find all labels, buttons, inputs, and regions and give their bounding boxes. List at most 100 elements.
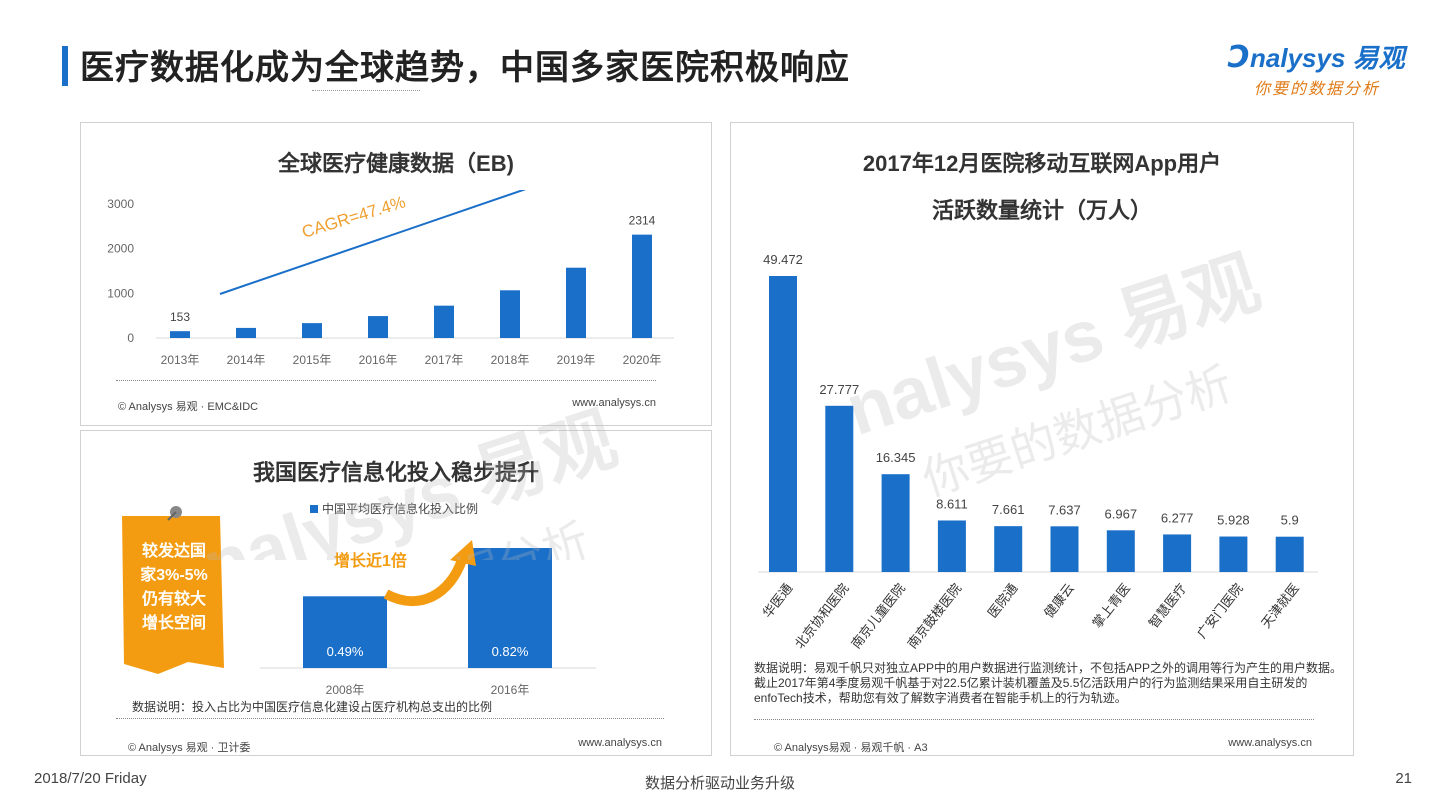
legend-label: 中国平均医疗信息化投入比例 bbox=[322, 502, 479, 516]
bar bbox=[1050, 526, 1079, 572]
y-tick-label: 2000 bbox=[107, 242, 134, 256]
x-tick-label: 掌上青医 bbox=[1089, 581, 1133, 631]
x-tick-label: 广安门医院 bbox=[1194, 581, 1246, 641]
bar bbox=[170, 331, 190, 338]
y-tick-label: 0 bbox=[127, 331, 134, 345]
chart1-svg: 0 1000 2000 3000 2013年 2014年 2015年 2016年 2017年 2… bbox=[107, 190, 674, 367]
growth-arrow-head bbox=[450, 540, 476, 566]
footer-date: 2018/7/20 Friday bbox=[34, 770, 147, 787]
bar bbox=[769, 276, 797, 572]
data-label: 49.472 bbox=[763, 252, 803, 267]
data-label: 16.345 bbox=[876, 450, 916, 465]
chart3-source: © Analysys易观 · 易观千帆 · A3 bbox=[774, 742, 928, 754]
chart1-source: © Analysys 易观 · EMC&IDC bbox=[118, 401, 259, 413]
chart2-title: 我国医疗信息化投入稳步提升 bbox=[252, 460, 539, 485]
sticker-line: 仍有较大 bbox=[141, 591, 206, 608]
chart3-title-line2: 活跃数量统计（万人） bbox=[931, 198, 1152, 223]
x-tick-label: 南京儿童医院 bbox=[848, 581, 908, 652]
chart3-note: 数据说明：易观千帆只对独立APP中的用户数据进行监测统计，不包括APP之外的调用… bbox=[754, 661, 1343, 705]
chart2-url: www.analysys.cn bbox=[578, 737, 662, 749]
bar bbox=[566, 267, 586, 338]
y-tick-label: 1000 bbox=[107, 286, 134, 300]
x-tick-label: 2019年 bbox=[557, 353, 596, 367]
x-tick-label: 2013年 bbox=[161, 353, 200, 367]
logo-main-text: nalysys 易观 bbox=[1250, 43, 1405, 73]
chart2-divider bbox=[116, 718, 664, 719]
chart2-source: © Analysys 易观 · 卫计委 bbox=[128, 742, 251, 754]
sticker-shape bbox=[122, 516, 224, 674]
x-tick-label: 2008年 bbox=[326, 683, 365, 697]
chart3-svg: 49.472 27.777 16.345 8.611 7.661 7.637 6.967 6.… bbox=[758, 252, 1318, 652]
growth-callout: 增长近1倍 bbox=[334, 551, 407, 570]
page-title: 医疗数据化成为全球趋势，中国多家医院积极响应 bbox=[80, 49, 850, 87]
bar bbox=[303, 596, 387, 668]
data-label: 27.777 bbox=[819, 382, 859, 397]
chart1-divider bbox=[116, 380, 656, 381]
bar bbox=[937, 520, 966, 572]
data-label: 6.277 bbox=[1161, 510, 1194, 525]
chart1-url: www.analysys.cn bbox=[572, 397, 656, 409]
logo-sub-text: 你要的数据分析 bbox=[1254, 81, 1381, 98]
footer-center: 数据分析驱动业务升级 bbox=[644, 775, 795, 792]
bar bbox=[302, 323, 322, 338]
y-tick-label: 3000 bbox=[107, 197, 134, 211]
bar bbox=[881, 474, 910, 572]
x-tick-label: 健康云 bbox=[1041, 581, 1077, 621]
bar bbox=[434, 305, 454, 338]
growth-arrow bbox=[383, 558, 467, 607]
legend-swatch bbox=[310, 505, 318, 513]
sticker-line: 家3%-5% bbox=[140, 567, 208, 584]
bar bbox=[1163, 534, 1192, 572]
data-label: 5.928 bbox=[1217, 513, 1250, 528]
bar bbox=[468, 548, 552, 668]
bar bbox=[236, 327, 256, 338]
data-label: 7.637 bbox=[1048, 502, 1081, 517]
chart2-legend: 中国平均医疗信息化投入比例 bbox=[310, 500, 478, 517]
sticker-line: 较发达国 bbox=[141, 543, 206, 560]
data-label: 7.661 bbox=[992, 502, 1025, 517]
sticker-text: 较发达国 家3%-5% 仍有较大 增长空间 bbox=[118, 540, 230, 636]
x-tick-label: 北京协和医院 bbox=[792, 581, 852, 652]
x-tick-label: 天津就医 bbox=[1258, 581, 1302, 631]
title-underline bbox=[312, 90, 420, 91]
bar bbox=[368, 316, 388, 338]
x-tick-label: 华医通 bbox=[760, 581, 796, 621]
data-label: 153 bbox=[170, 310, 190, 324]
x-tick-label: 智慧医疗 bbox=[1146, 581, 1190, 631]
data-label: 2314 bbox=[629, 214, 656, 228]
x-tick-label: 2015年 bbox=[293, 353, 332, 367]
bar bbox=[632, 234, 652, 338]
x-tick-label: 2018年 bbox=[491, 353, 530, 367]
x-tick-label: 2017年 bbox=[425, 353, 464, 367]
x-tick-label: 2014年 bbox=[227, 353, 266, 367]
analysys-logo: Ↄnalysys 易观 你要的数据分析 bbox=[1228, 38, 1408, 98]
data-label: 6.967 bbox=[1105, 506, 1138, 521]
bar bbox=[825, 405, 854, 572]
bar-value-label: 0.82% bbox=[492, 644, 529, 659]
chart2-note: 数据说明：投入占比为中国医疗信息化建设占医疗机构总支出的比例 bbox=[132, 700, 493, 714]
x-tick-label: 南京鼓楼医院 bbox=[904, 581, 964, 652]
bar-value-label: 0.49% bbox=[327, 644, 364, 659]
x-tick-label: 2016年 bbox=[359, 353, 398, 367]
title-accent-bar bbox=[62, 46, 68, 86]
global-health-data-panel bbox=[80, 122, 712, 426]
chart3-divider bbox=[754, 719, 1314, 720]
chart2-svg: 0.49% 2008年 0.82% 2016年 增长近1倍 bbox=[260, 540, 596, 697]
data-label: 8.611 bbox=[936, 496, 968, 511]
chart1-title: 全球医疗健康数据（EB) bbox=[278, 151, 514, 176]
page-number: 21 bbox=[1395, 770, 1412, 787]
x-tick-label: 2016年 bbox=[491, 683, 530, 697]
bar bbox=[1219, 536, 1248, 572]
bar bbox=[1275, 536, 1304, 572]
chart3-title-line1: 2017年12月医院移动互联网App用户 bbox=[862, 151, 1222, 176]
chart3-url: www.analysys.cn bbox=[1228, 737, 1312, 749]
data-label: 5.9 bbox=[1281, 513, 1299, 528]
x-tick-label: 医院通 bbox=[985, 581, 1021, 621]
sticker-note bbox=[122, 506, 224, 674]
x-tick-label: 2020年 bbox=[623, 353, 662, 367]
cagr-trend-arrow bbox=[219, 190, 527, 295]
bar bbox=[994, 526, 1023, 572]
bar bbox=[1106, 530, 1135, 572]
sticker-line: 增长空间 bbox=[141, 615, 206, 632]
bar bbox=[500, 290, 520, 338]
